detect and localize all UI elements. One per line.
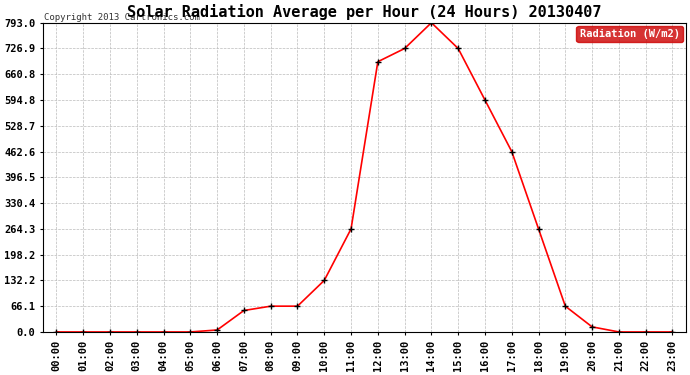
Text: Copyright 2013 Cartronics.com: Copyright 2013 Cartronics.com [43,13,199,22]
Legend: Radiation (W/m2): Radiation (W/m2) [576,26,682,42]
Title: Solar Radiation Average per Hour (24 Hours) 20130407: Solar Radiation Average per Hour (24 Hou… [127,4,602,20]
